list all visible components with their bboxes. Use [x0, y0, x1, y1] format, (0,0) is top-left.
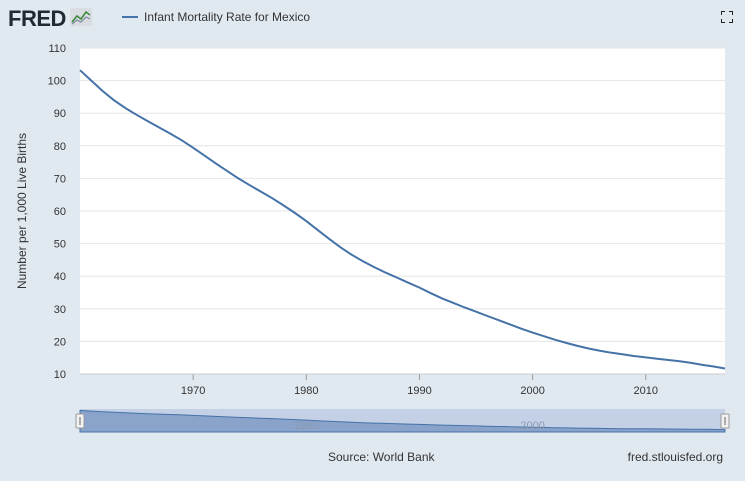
x-axis: 1970 1980 1990 2000 2010 — [80, 373, 725, 397]
y-tick-label: 80 — [54, 141, 66, 153]
y-tick-label: 100 — [48, 76, 66, 88]
fred-chart-icon — [69, 6, 92, 32]
y-tick-label: 30 — [54, 304, 66, 316]
navigator-series — [79, 409, 726, 433]
y-tick-label: 40 — [54, 271, 66, 283]
x-tick-label: 1990 — [407, 385, 431, 397]
y-tick-label: 50 — [54, 239, 66, 251]
y-tick-label: 90 — [54, 108, 66, 120]
navigator-tick-label: 1980 — [294, 420, 318, 432]
legend-label: Infant Mortality Rate for Mexico — [144, 10, 311, 24]
x-tick-label: 1970 — [181, 385, 205, 397]
source-note: Source: World Bank — [328, 450, 435, 464]
y-tick-label: 20 — [54, 336, 66, 348]
y-tick-label: 70 — [54, 173, 66, 185]
y-tick-label: 110 — [48, 43, 66, 55]
chart-legend[interactable]: Infant Mortality Rate for Mexico — [122, 10, 310, 24]
fred-logo[interactable]: FRED — [8, 6, 92, 32]
y-tick-label: 10 — [54, 369, 66, 381]
logo-text: FRED — [8, 6, 66, 31]
series-line-mexico[interactable] — [79, 69, 726, 370]
legend-swatch — [122, 16, 138, 18]
y-axis: 10 20 30 40 50 60 70 80 90 100 110 — [48, 43, 66, 381]
navigator-tick-label: 2000 — [520, 420, 544, 432]
fred-link[interactable]: fred.stlouisfed.org — [627, 450, 723, 464]
chart-header: FRED Infant Mortality Rate for Mexico — [0, 0, 745, 38]
x-tick-label: 2010 — [634, 385, 658, 397]
x-tick-label: 2000 — [520, 385, 544, 397]
y-axis-label: Number per 1,000 Live Births — [15, 133, 29, 289]
x-tick-label: 1980 — [294, 385, 318, 397]
range-navigator[interactable]: 1980 2000 — [75, 409, 730, 433]
y-tick-label: 60 — [54, 206, 66, 218]
